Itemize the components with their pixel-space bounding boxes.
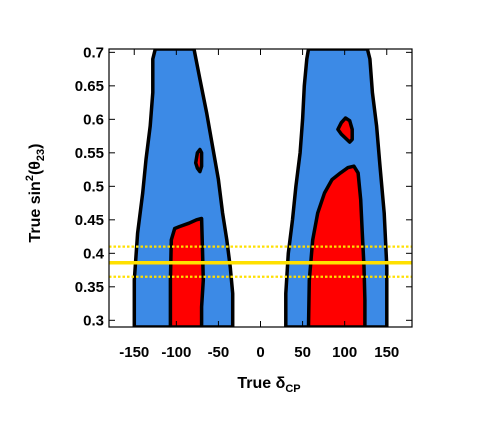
x-axis-label: True δCP (237, 375, 300, 395)
x-tick-label: 0 (256, 344, 264, 361)
y-tick-label: 0.5 (83, 178, 104, 195)
y-axis-label: True sin2(θ23) (24, 143, 47, 242)
x-tick-label: 100 (332, 344, 357, 361)
x-tick-label: -50 (208, 344, 230, 361)
y-tick-label: 0.3 (83, 312, 104, 329)
y-tick-label: 0.65 (75, 78, 104, 95)
contour-regions (132, 49, 389, 327)
contour-inner-left-lower (168, 216, 206, 327)
x-tick-label: 150 (374, 344, 399, 361)
reference-lines (109, 245, 412, 278)
y-axis-label-subscript: 23 (35, 149, 47, 161)
x-tick-label: -150 (119, 344, 149, 361)
y-axis-label-prefix: True sin (27, 181, 44, 242)
y-tick-label: 0.45 (75, 212, 104, 229)
x-axis-ticks: -150 -100 -50 0 50 100 150 (119, 49, 399, 361)
y-tick-label: 0.35 (75, 279, 104, 296)
y-tick-label: 0.6 (83, 111, 104, 128)
y-axis-label-mid: (θ (27, 161, 44, 175)
contour-outer-left (132, 49, 235, 327)
y-axis-label-superscript: 2 (24, 175, 36, 181)
x-axis-label-prefix: True (237, 375, 275, 392)
y-tick-label: 0.4 (83, 245, 105, 262)
x-axis-label-symbol: δ (276, 375, 286, 392)
y-tick-label: 0.7 (83, 44, 104, 61)
x-axis-label-subscript: CP (285, 383, 300, 395)
x-tick-label: -100 (161, 344, 191, 361)
y-axis-label-suffix: ) (27, 143, 44, 148)
y-axis-ticks: 0.3 0.35 0.4 0.45 0.5 0.55 0.6 0.65 0.7 (75, 44, 412, 329)
plot-area (108, 48, 413, 328)
y-tick-label: 0.55 (75, 145, 104, 162)
contour-inner-right-island (336, 116, 354, 144)
contour-inner-right-lower (306, 164, 367, 327)
contour-inner-left-island (193, 147, 204, 174)
x-tick-label: 50 (294, 344, 311, 361)
